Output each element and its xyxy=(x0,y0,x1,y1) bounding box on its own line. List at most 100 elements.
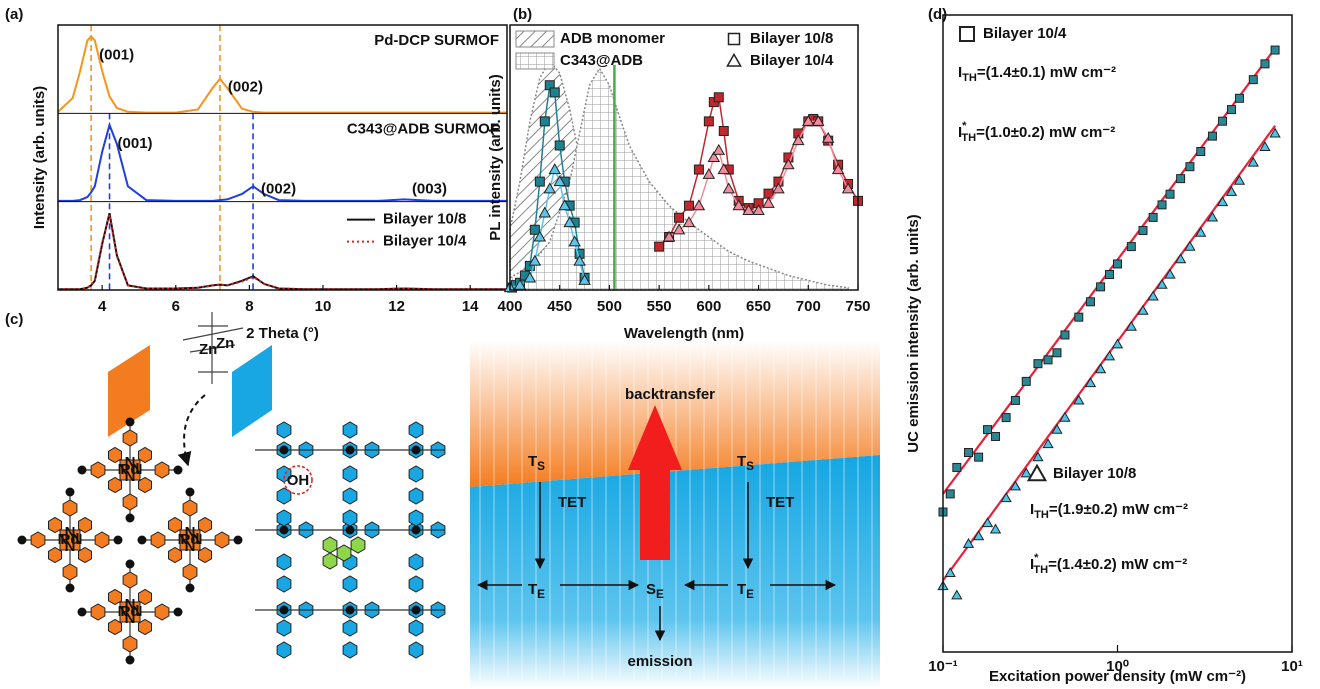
triangle-marker xyxy=(763,198,774,207)
square-marker xyxy=(1011,396,1019,404)
square-marker xyxy=(714,93,723,102)
hexagon-ring xyxy=(343,642,357,658)
square-marker xyxy=(1114,260,1122,268)
text-part: T xyxy=(737,453,746,470)
triangle-marker xyxy=(1113,340,1123,348)
square-marker xyxy=(1186,163,1194,171)
atom-label: N xyxy=(58,531,69,548)
hexagon-ring xyxy=(409,466,423,482)
y-axis-label: PL intensity (arb. units) xyxy=(487,74,504,240)
square-marker xyxy=(953,463,961,471)
legend-label: Bilayer 10/8 xyxy=(1053,465,1136,482)
square-marker xyxy=(729,34,740,45)
atom-label: Zn xyxy=(199,341,217,358)
text-part: * xyxy=(1034,552,1039,564)
legend-label: Bilayer 10/4 xyxy=(383,233,467,250)
text-part: =(1.0±0.2) mW cm⁻² xyxy=(976,124,1115,141)
figure: backtransfer emission TET TET (c) Zn Zn … xyxy=(0,0,1320,689)
legend-swatch xyxy=(516,31,554,47)
peak-label: (002) xyxy=(261,181,296,198)
threshold-annotation: I*TH=(1.0±0.2) mW cm⁻² xyxy=(958,120,1115,144)
hexagon-ring xyxy=(277,642,291,658)
text-part: S xyxy=(646,581,656,598)
metal-node xyxy=(126,560,135,569)
hexagon-ring xyxy=(343,466,357,482)
square-marker xyxy=(1139,227,1147,235)
square-marker xyxy=(655,242,664,251)
x-tick-label: 10¹ xyxy=(1281,658,1303,675)
hexagon-ring xyxy=(123,494,137,510)
threshold-annotation: ITH=(1.4±0.1) mW cm⁻² xyxy=(958,64,1116,84)
threshold-annotation: ITH=(1.9±0.2) mW cm⁻² xyxy=(1030,501,1188,521)
x-tick-label: 14 xyxy=(462,298,479,315)
text-part: =(1.4±0.2) mW cm⁻² xyxy=(1048,556,1187,573)
x-tick-label: 700 xyxy=(796,298,821,315)
x-axis-label: Wavelength (nm) xyxy=(624,325,744,342)
metal-node xyxy=(346,526,355,535)
hexagon-ring xyxy=(123,636,137,652)
square-marker xyxy=(764,189,773,198)
metal-node xyxy=(138,536,147,545)
y-axis-label: Intensity (arb. units) xyxy=(31,86,48,229)
metal-node xyxy=(280,446,289,455)
square-marker xyxy=(1197,147,1205,155)
hexagon-ring xyxy=(409,620,423,636)
square-marker xyxy=(1271,46,1279,54)
panel-label: (c) xyxy=(5,311,23,328)
square-marker xyxy=(675,213,684,222)
x-tick-label: 6 xyxy=(172,298,180,315)
square-marker xyxy=(1044,356,1052,364)
metal-node xyxy=(280,606,289,615)
hexagon-ring xyxy=(123,572,137,588)
square-marker xyxy=(1208,132,1216,140)
metal-node xyxy=(174,466,183,475)
hexagon-ring xyxy=(277,576,291,592)
hexagon-ring xyxy=(409,642,423,658)
atom-label: OH xyxy=(287,472,310,489)
hexagon-ring xyxy=(409,576,423,592)
square-marker xyxy=(1166,190,1174,198)
square-marker xyxy=(1022,377,1030,385)
text-part: E xyxy=(656,588,664,601)
adb-unit-icon xyxy=(232,345,272,437)
metal-node xyxy=(346,606,355,615)
hexagon-ring xyxy=(31,532,45,548)
hexagon-ring xyxy=(323,537,337,553)
metal-node xyxy=(186,584,195,593)
threshold-annotation: I*TH=(1.4±0.2) mW cm⁻² xyxy=(1030,552,1187,576)
panel-label: (a) xyxy=(5,6,23,23)
triangle-marker xyxy=(727,54,740,66)
square-marker xyxy=(964,449,972,457)
atom-label: N xyxy=(192,531,203,548)
legend-label: Bilayer 10/4 xyxy=(750,52,834,69)
metal-node xyxy=(412,446,421,455)
square-marker xyxy=(719,127,728,136)
tet-label: TET xyxy=(766,494,794,511)
square-marker xyxy=(1177,175,1185,183)
square-marker xyxy=(550,88,559,97)
triangle-marker xyxy=(952,590,962,598)
text-part: S xyxy=(537,460,545,473)
square-marker xyxy=(946,490,954,498)
legend-label: ADB monomer xyxy=(560,30,665,47)
triangle-marker xyxy=(723,183,734,192)
square-marker xyxy=(555,141,564,150)
x-tick-label: 750 xyxy=(845,298,870,315)
text-part: * xyxy=(962,120,967,132)
hexagon-ring xyxy=(409,510,423,526)
text-part: T xyxy=(528,453,537,470)
hexagon-ring xyxy=(63,564,77,580)
panel-title: Pd-DCP SURMOF xyxy=(374,32,499,49)
hexagon-ring xyxy=(95,532,109,548)
assembly-arrow xyxy=(184,395,205,465)
text-part: S xyxy=(746,460,754,473)
y-axis-label: UC emission intensity (arb. units) xyxy=(905,214,922,452)
backtransfer-label: backtransfer xyxy=(625,386,715,403)
x-tick-label: 500 xyxy=(597,298,622,315)
hexagon-ring xyxy=(183,500,197,516)
hexagon-ring xyxy=(91,462,105,478)
metal-node xyxy=(18,536,27,545)
atom-label: N xyxy=(118,603,129,620)
square-marker xyxy=(1061,331,1069,339)
hexagon-ring xyxy=(337,545,351,561)
